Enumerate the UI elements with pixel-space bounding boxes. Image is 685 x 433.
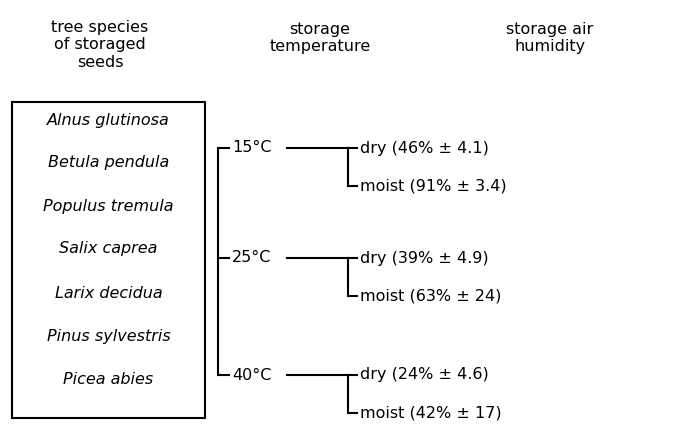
Text: Pinus sylvestris: Pinus sylvestris [47,329,171,343]
Text: tree species
of storaged
seeds: tree species of storaged seeds [51,20,149,70]
Text: Larix decidua: Larix decidua [55,285,162,301]
Text: moist (63% ± 24): moist (63% ± 24) [360,288,501,304]
Text: Betula pendula: Betula pendula [48,155,169,171]
Text: 15°C: 15°C [232,140,271,155]
Text: dry (46% ± 4.1): dry (46% ± 4.1) [360,140,489,155]
Text: dry (24% ± 4.6): dry (24% ± 4.6) [360,368,489,382]
Text: storage
temperature: storage temperature [269,22,371,54]
Text: dry (39% ± 4.9): dry (39% ± 4.9) [360,251,488,265]
Text: moist (42% ± 17): moist (42% ± 17) [360,405,501,420]
Text: 25°C: 25°C [232,251,271,265]
Text: moist (91% ± 3.4): moist (91% ± 3.4) [360,178,507,194]
Text: 40°C: 40°C [232,368,271,382]
Text: storage air
humidity: storage air humidity [506,22,594,54]
Text: Salix caprea: Salix caprea [60,242,158,256]
Text: Picea abies: Picea abies [64,372,153,387]
Text: Alnus glutinosa: Alnus glutinosa [47,113,170,127]
Text: Populus tremula: Populus tremula [43,198,174,213]
Bar [12,102,205,418]
